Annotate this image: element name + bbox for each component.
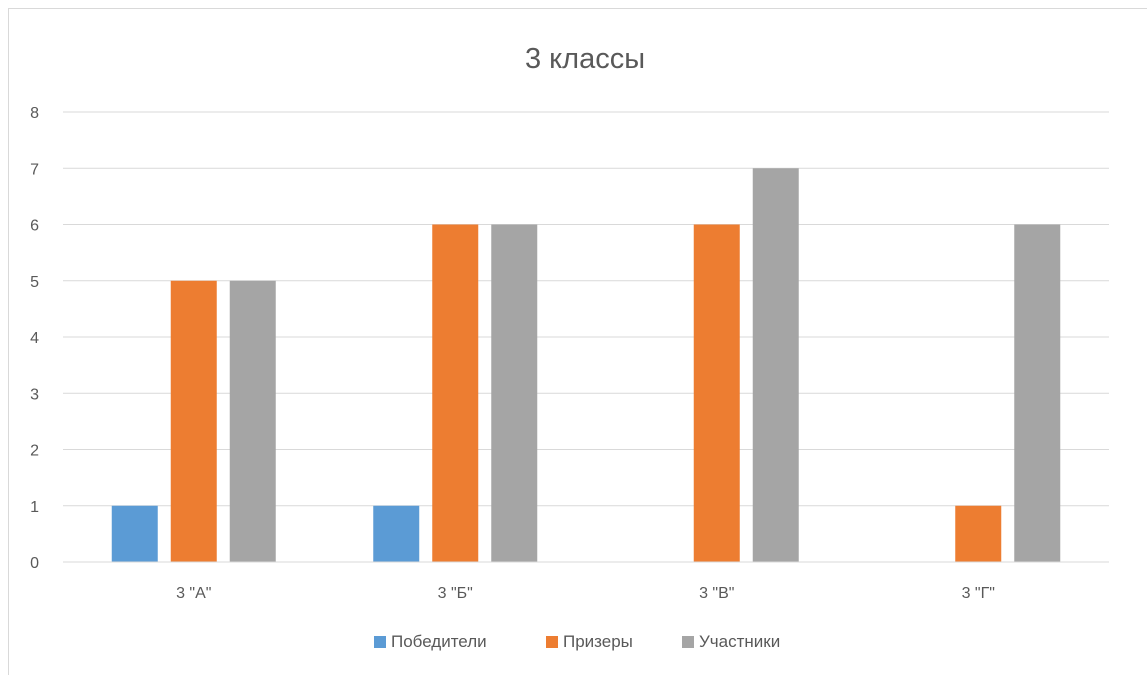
legend-swatch xyxy=(682,636,694,648)
x-tick-label: 3 "Б" xyxy=(438,585,473,602)
y-tick-label: 3 xyxy=(30,386,39,403)
y-tick-label: 5 xyxy=(30,274,39,291)
bar xyxy=(1014,224,1061,562)
bar xyxy=(170,280,217,562)
legend-swatch xyxy=(374,636,386,648)
y-tick-label: 2 xyxy=(30,443,39,460)
bar xyxy=(752,168,799,562)
chart-title: 3 классы xyxy=(525,43,645,75)
bar xyxy=(373,505,420,562)
legend-label: Участники xyxy=(699,632,780,651)
bar xyxy=(111,505,158,562)
gridlines xyxy=(63,111,1109,507)
legend: Победители Призеры Участники xyxy=(374,632,780,651)
legend-item: Призеры xyxy=(546,632,633,651)
bar xyxy=(229,280,276,562)
bar xyxy=(955,505,1002,562)
bar xyxy=(693,224,740,562)
bar xyxy=(491,224,538,562)
y-tick-label: 7 xyxy=(30,161,39,178)
bar xyxy=(432,224,479,562)
legend-label: Призеры xyxy=(563,632,633,651)
legend-item: Участники xyxy=(682,632,780,651)
x-axis-tick-labels: 3 "А" 3 "Б" 3 "В" 3 "Г" xyxy=(176,585,995,602)
legend-swatch xyxy=(546,636,558,648)
x-tick-label: 3 "А" xyxy=(176,585,211,602)
x-tick-label: 3 "В" xyxy=(699,585,734,602)
y-axis-tick-labels: 0 1 2 3 4 5 6 7 8 xyxy=(30,105,39,572)
legend-label: Победители xyxy=(391,632,487,651)
y-tick-label: 8 xyxy=(30,105,39,122)
x-tick-label: 3 "Г" xyxy=(962,585,995,602)
legend-item: Победители xyxy=(374,632,487,651)
y-tick-label: 6 xyxy=(30,218,39,235)
y-tick-label: 0 xyxy=(30,555,39,572)
bars xyxy=(111,168,1061,562)
y-tick-label: 1 xyxy=(30,499,39,516)
y-tick-label: 4 xyxy=(30,330,39,347)
